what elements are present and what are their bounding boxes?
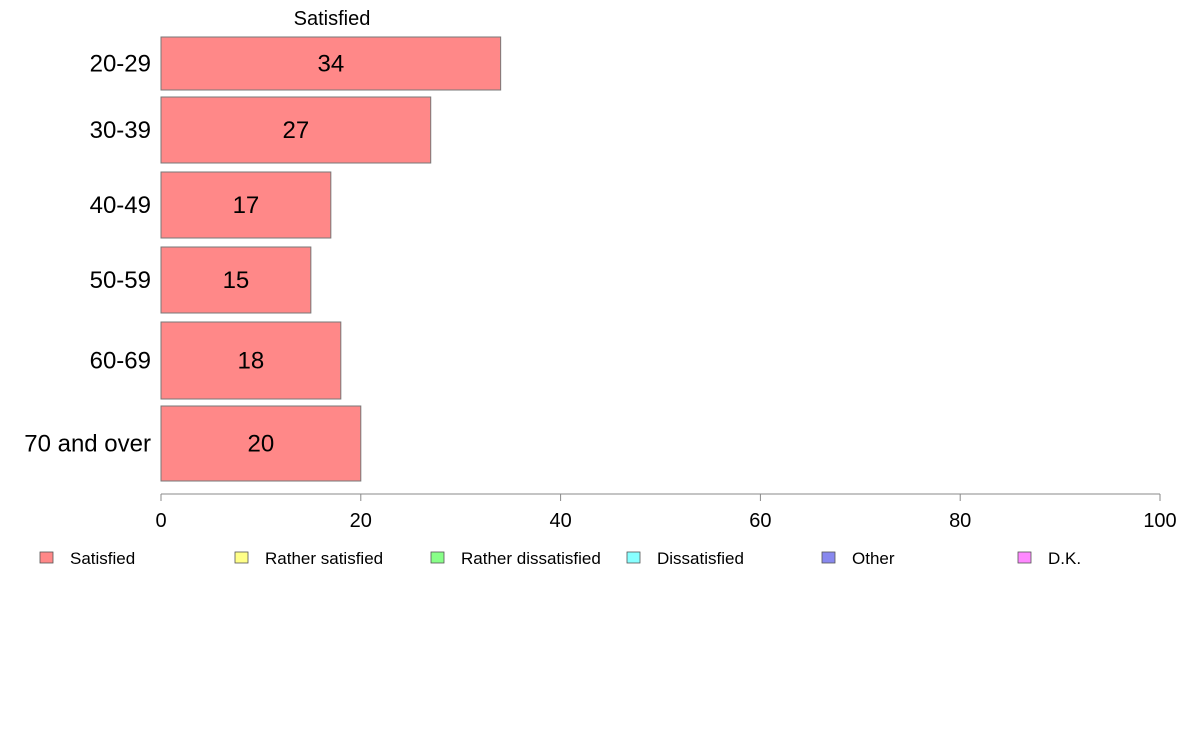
bar-70-and-over (160, 405, 362, 482)
category-label: 30-39 (90, 117, 151, 144)
legend-swatch (234, 551, 249, 564)
x-tick-label: 0 (155, 510, 166, 532)
data-label: 27 (283, 117, 310, 144)
data-label: 20 (248, 431, 275, 458)
bar-50-59 (160, 246, 312, 314)
x-tick-label: 40 (549, 510, 571, 532)
legend: Satisfied Rather satisfied Rather dissatis… (39, 549, 1081, 568)
legend-label: D.K. (1048, 549, 1081, 568)
data-label: 15 (223, 267, 250, 294)
category-label: 60-69 (90, 348, 151, 375)
legend-swatch (430, 551, 445, 564)
x-tick-label: 100 (1143, 510, 1176, 532)
x-tick-label: 80 (949, 510, 971, 532)
legend-label: Satisfied (70, 549, 135, 568)
bar-60-69 (160, 321, 342, 400)
bar-30-39 (160, 96, 432, 164)
category-label: 50-59 (90, 267, 151, 294)
data-label: 18 (238, 348, 265, 375)
legend-swatch (1017, 551, 1032, 564)
legend-label: Rather satisfied (265, 549, 383, 568)
bars-group: 20-29 34 30-39 27 40-49 17 50-59 15 60-69 18 70 an… (24, 36, 502, 482)
x-axis: 0 20 40 60 80 100 (155, 493, 1177, 532)
bar-20-29 (160, 36, 502, 91)
legend-label: Rather dissatisfied (461, 549, 601, 568)
legend-label: Other (852, 549, 895, 568)
x-tick-label: 20 (350, 510, 372, 532)
x-tick-label: 60 (749, 510, 771, 532)
legend-swatch (39, 551, 54, 564)
legend-swatch (626, 551, 641, 564)
bar-40-49 (160, 171, 332, 239)
series-title: Satisfied (294, 8, 371, 30)
category-label: 70 and over (24, 431, 151, 458)
category-label: 40-49 (90, 192, 151, 219)
category-label: 20-29 (90, 51, 151, 78)
legend-swatch (821, 551, 836, 564)
data-label: 34 (317, 51, 344, 78)
legend-label: Dissatisfied (657, 549, 744, 568)
data-label: 17 (233, 192, 260, 219)
